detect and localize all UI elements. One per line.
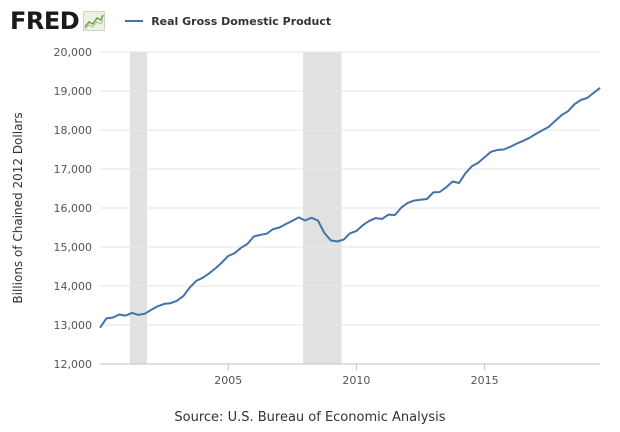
y-tick-label: 19,000 [54, 85, 93, 98]
x-tick-label: 2010 [342, 374, 370, 387]
y-tick-label: 14,000 [54, 280, 93, 293]
legend-label: Real Gross Domestic Product [151, 14, 332, 28]
chart-line-icon [83, 11, 106, 31]
x-tick-label: 2005 [214, 374, 242, 387]
y-axis-title: Billions of Chained 2012 Dollars [11, 112, 25, 303]
series-line[interactable] [99, 87, 601, 329]
y-tick-label: 18,000 [54, 124, 93, 137]
y-tick-label: 17,000 [54, 163, 93, 176]
y-tick-label: 12,000 [54, 358, 93, 371]
fred-logo[interactable]: FRED [10, 7, 80, 35]
y-axis-ticks: 12,000 13,000 14,000 15,000 16,000 17,000 18,0… [54, 46, 93, 371]
y-tick-label: 13,000 [54, 319, 93, 332]
x-tick-label: 2015 [471, 374, 499, 387]
gridlines [100, 51, 600, 365]
y-tick-label: 16,000 [54, 202, 93, 215]
legend[interactable]: Real Gross Domestic Product [125, 15, 331, 28]
legend-swatch [125, 20, 144, 22]
source-note: Source: U.S. Bureau of Economic Analysis [174, 410, 446, 425]
y-tick-label: 20,000 [54, 46, 93, 59]
x-axis-ticks: 2005 2010 2015 [214, 364, 499, 387]
y-tick-label: 15,000 [54, 241, 93, 254]
series-lines[interactable] [99, 87, 601, 329]
header: FRED Real Gross Domestic Product [10, 6, 331, 36]
